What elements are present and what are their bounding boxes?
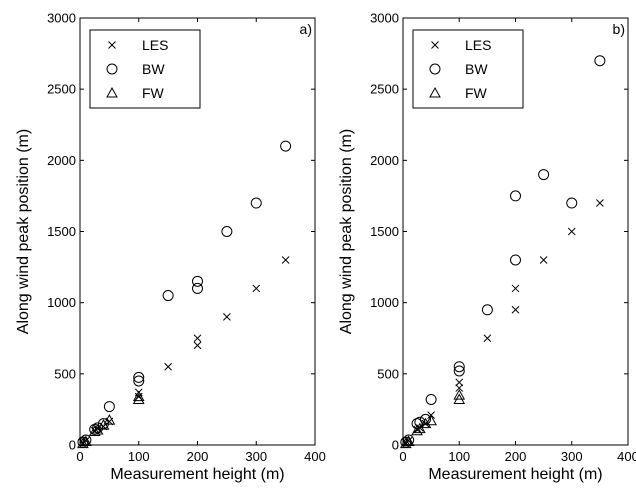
legend-marker-bw	[106, 63, 118, 75]
y-tick-label: 1500	[370, 224, 399, 239]
data-point-bw	[566, 197, 578, 209]
y-tick-label: 0	[69, 438, 76, 453]
data-point-fw	[402, 435, 415, 446]
x-tick-label: 300	[245, 449, 267, 464]
data-point-les	[281, 256, 290, 264]
data-point-les	[455, 384, 464, 392]
y-tick-label: 2500	[47, 82, 76, 97]
data-point-fw	[80, 435, 92, 446]
legend-marker-fw	[429, 86, 441, 98]
legend-label-fw: FW	[142, 85, 165, 101]
x-tick-label: 0	[399, 449, 406, 464]
x-tick-label: 400	[617, 449, 636, 464]
x-tick-label: 200	[505, 449, 527, 464]
data-point-bw	[510, 190, 521, 202]
y-tick-label: 2000	[47, 153, 76, 168]
panel-label: a)	[300, 21, 312, 37]
data-point-fw	[132, 390, 145, 402]
data-point-bw	[192, 275, 203, 287]
data-point-bw	[510, 254, 521, 266]
data-point-bw	[538, 169, 550, 181]
chart-panel-a: 0 100 200 300 400 0 500 1000 1500 2000 2500 3000 Mea…	[15, 11, 326, 484]
y-tick-label: 1000	[47, 295, 76, 310]
data-point-bw	[92, 422, 104, 434]
y-tick-label: 2000	[370, 153, 399, 168]
series-les	[401, 199, 604, 447]
data-point-bw	[414, 416, 426, 428]
legend-label-bw: BW	[465, 61, 488, 77]
x-tick-label: 200	[187, 449, 209, 464]
series-fw	[399, 389, 466, 449]
y-tick-label: 500	[54, 366, 76, 381]
data-point-les	[511, 284, 520, 293]
data-point-les	[223, 313, 231, 321]
chart-panel-b: 0 100 200 300 400 0 500 1000 1500 2000 2500 3000 Mea…	[338, 11, 636, 484]
data-point-les	[164, 362, 172, 371]
data-point-bw	[192, 282, 203, 294]
legend-marker-bw	[429, 63, 441, 75]
data-point-les	[193, 341, 202, 350]
data-point-fw	[419, 417, 432, 429]
series-bw	[400, 55, 606, 448]
data-point-bw	[425, 393, 437, 405]
x-tick-label: 100	[128, 449, 150, 464]
x-tick-label: 100	[448, 449, 470, 464]
y-tick-label: 2500	[370, 82, 399, 97]
data-point-les	[567, 227, 576, 236]
y-axis-label: Along wind peak position (m)	[15, 129, 32, 334]
x-axis-label: Measurement height (m)	[110, 466, 284, 483]
x-axis-label: Measurement height (m)	[428, 466, 602, 483]
panel-label: b)	[613, 21, 625, 37]
data-point-bw	[103, 401, 115, 413]
x-tick-label: 400	[304, 449, 326, 464]
data-point-les	[539, 256, 548, 264]
data-point-fw	[77, 437, 89, 449]
data-point-les	[483, 334, 492, 343]
data-point-bw	[221, 226, 233, 237]
data-point-fw	[399, 437, 412, 449]
data-point-fw	[411, 424, 423, 436]
data-point-les	[511, 305, 520, 314]
legend: LES BW FW	[89, 29, 201, 109]
data-point-bw	[133, 375, 145, 387]
data-point-bw	[280, 140, 292, 152]
data-point-les	[252, 284, 261, 293]
x-tick-label: 0	[76, 449, 83, 464]
data-point-bw	[453, 361, 465, 373]
data-point-fw	[425, 414, 437, 426]
x-tick-label: 300	[561, 449, 583, 464]
y-tick-label: 1500	[47, 224, 76, 239]
y-tick-label: 3000	[370, 11, 399, 26]
data-point-fw	[453, 389, 466, 400]
data-point-bw	[162, 290, 174, 302]
legend-label-fw: FW	[465, 85, 488, 101]
series-bw	[77, 140, 292, 448]
data-point-bw	[481, 304, 493, 316]
data-point-les	[455, 378, 464, 387]
legend-label-les: LES	[142, 37, 168, 53]
legend-marker-les	[108, 41, 116, 49]
y-axis-label: Along wind peak position (m)	[338, 129, 355, 334]
y-tick-label: 1000	[370, 295, 399, 310]
y-tick-label: 0	[392, 438, 399, 453]
legend-marker-fw	[106, 86, 118, 98]
data-point-bw	[420, 413, 431, 425]
data-point-bw	[453, 365, 465, 377]
data-point-bw	[594, 55, 606, 67]
data-point-les	[193, 334, 202, 343]
legend-marker-les	[431, 41, 439, 49]
series-fw	[77, 390, 145, 449]
legend-label-bw: BW	[142, 61, 165, 77]
data-point-les	[596, 199, 604, 207]
legend-label-les: LES	[465, 37, 491, 53]
data-point-bw	[133, 371, 145, 383]
legend: LES BW FW	[412, 29, 524, 109]
data-point-fw	[103, 414, 116, 425]
y-tick-label: 3000	[47, 11, 76, 26]
data-point-bw	[250, 197, 262, 209]
data-point-fw	[88, 425, 101, 436]
data-point-fw	[132, 393, 145, 404]
y-tick-label: 500	[377, 366, 399, 381]
